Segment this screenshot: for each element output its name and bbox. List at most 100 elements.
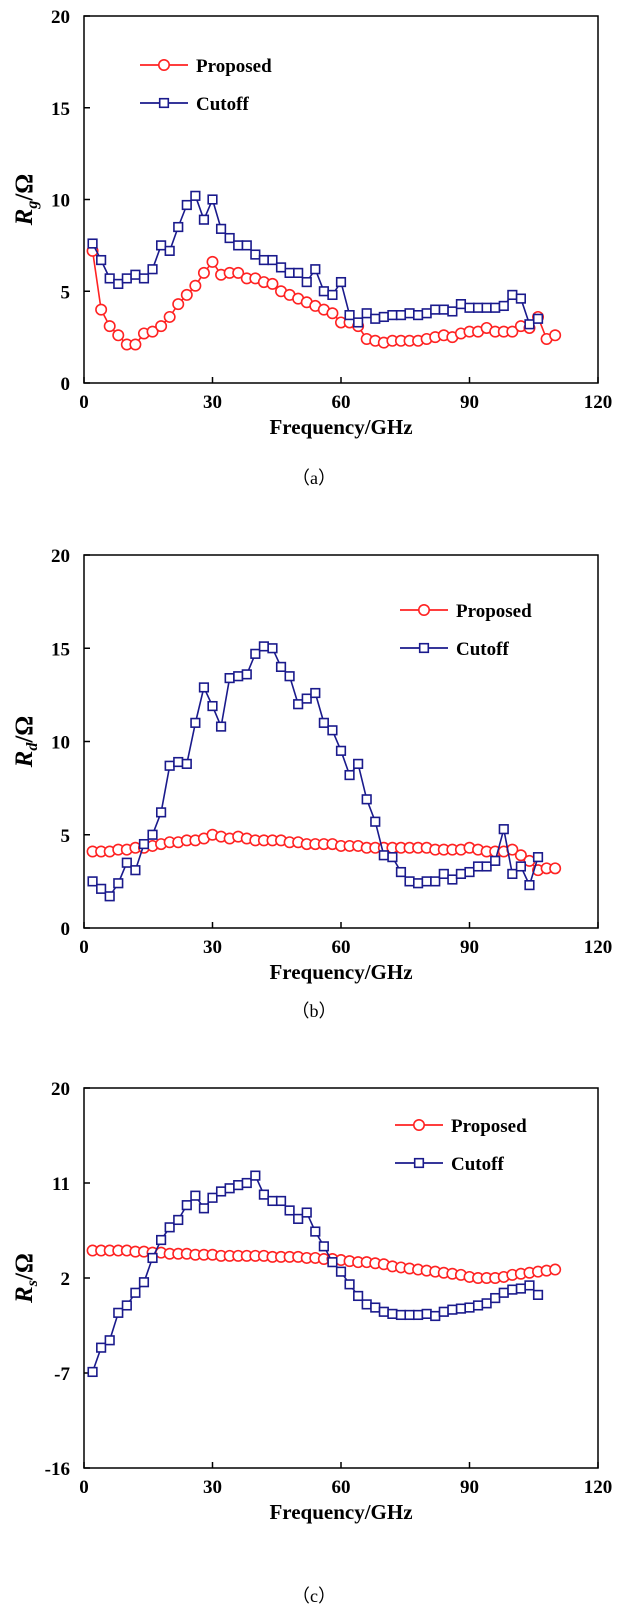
data-point-cutoff	[481, 1298, 492, 1309]
data-point-proposed	[549, 1263, 562, 1276]
y-axis-label-subscript: g	[24, 201, 41, 210]
data-point-cutoff	[181, 758, 192, 769]
data-point-cutoff	[318, 286, 329, 297]
legend-entry-proposed: Proposed	[395, 1116, 527, 1137]
data-point-cutoff	[395, 310, 407, 321]
data-point-cutoff	[447, 306, 458, 317]
y-axis-label-unit: /Ω	[11, 174, 38, 202]
x-tick-label: 120	[584, 937, 613, 958]
legend-entry-proposed: Proposed	[400, 601, 532, 622]
x-tick-label: 120	[584, 392, 613, 413]
x-axis-label: Frequency/GHz	[269, 415, 412, 439]
data-point-cutoff	[395, 1309, 407, 1321]
data-point-cutoff	[447, 1304, 458, 1315]
data-point-proposed	[172, 298, 185, 311]
data-point-cutoff	[455, 868, 467, 880]
data-point-cutoff	[515, 1283, 526, 1294]
data-point-cutoff	[532, 1289, 544, 1300]
figure-caption: （b）	[292, 1001, 337, 1021]
data-point-cutoff	[250, 648, 261, 659]
legend-marker	[417, 603, 430, 616]
y-tick-label: 10	[51, 733, 70, 754]
data-point-cutoff	[130, 1287, 141, 1298]
legend-marker	[418, 642, 430, 654]
series-cutoff	[87, 1170, 544, 1378]
data-point-cutoff	[455, 298, 467, 310]
y-tick-label: 15	[51, 99, 70, 120]
legend: Proposed Cutoff	[140, 56, 272, 115]
data-point-cutoff	[147, 1252, 158, 1264]
data-point-cutoff	[344, 310, 355, 321]
data-point-cutoff	[275, 1195, 287, 1207]
data-point-proposed	[206, 255, 219, 268]
data-point-cutoff	[404, 308, 415, 319]
data-point-cutoff	[310, 687, 321, 699]
x-tick-label: 0	[79, 1477, 89, 1498]
legend-label: Proposed	[456, 601, 532, 622]
data-point-cutoff	[353, 317, 364, 328]
y-tick-label: 20	[51, 7, 70, 28]
data-point-cutoff	[438, 868, 449, 880]
data-point-cutoff	[472, 1300, 484, 1311]
legend-entry-cutoff: Cutoff	[400, 639, 509, 660]
data-point-proposed	[326, 307, 339, 320]
data-point-cutoff	[455, 1303, 467, 1314]
y-axis-label-subscript: d	[24, 742, 41, 751]
data-point-cutoff	[498, 300, 509, 312]
data-point-cutoff	[181, 199, 192, 211]
data-point-cutoff	[515, 861, 526, 872]
data-point-cutoff	[130, 865, 141, 876]
x-axis-label: Frequency/GHz	[269, 960, 412, 984]
data-point-cutoff	[215, 223, 227, 234]
legend: Proposed Cutoff	[395, 1116, 527, 1175]
data-point-cutoff	[421, 1308, 432, 1319]
legend-label: Proposed	[451, 1116, 527, 1137]
data-point-proposed	[197, 266, 210, 279]
data-point-cutoff	[190, 190, 201, 201]
data-point-cutoff	[190, 1190, 201, 1201]
data-point-cutoff	[301, 693, 312, 704]
y-tick-label: 15	[51, 639, 70, 660]
y-axis-label-symbol: R	[11, 1286, 38, 1304]
data-point-cutoff	[421, 308, 432, 319]
data-point-cutoff	[524, 1280, 535, 1291]
data-point-cutoff	[104, 273, 115, 284]
y-tick-label: 20	[51, 546, 70, 567]
y-axis-label: Rd/Ω	[11, 716, 41, 769]
data-point-cutoff	[335, 1266, 347, 1277]
y-axis-label-unit: /Ω	[11, 716, 38, 744]
data-point-cutoff	[96, 1342, 107, 1353]
data-point-cutoff	[430, 1310, 441, 1322]
data-point-cutoff	[293, 699, 304, 710]
data-point-cutoff	[507, 289, 518, 301]
data-point-cutoff	[147, 829, 158, 840]
data-point-cutoff	[156, 807, 167, 818]
data-point-cutoff	[190, 717, 201, 728]
data-point-cutoff	[164, 1222, 175, 1233]
data-point-cutoff	[164, 760, 175, 771]
data-point-cutoff	[284, 671, 295, 682]
data-point-cutoff	[156, 1234, 167, 1246]
data-point-cutoff	[318, 1241, 329, 1252]
data-point-cutoff	[173, 221, 184, 233]
data-point-cutoff	[361, 1299, 372, 1310]
data-point-proposed	[180, 288, 193, 301]
x-tick-label: 30	[203, 937, 222, 958]
data-point-proposed	[155, 320, 168, 333]
series-proposed	[86, 244, 562, 351]
data-point-cutoff	[138, 1277, 150, 1288]
y-axis-label-unit: /Ω	[11, 1253, 38, 1281]
data-point-proposed	[129, 338, 142, 351]
legend-marker	[413, 1157, 425, 1169]
data-point-cutoff	[173, 1214, 184, 1226]
data-point-cutoff	[421, 876, 432, 887]
data-point-cutoff	[387, 310, 398, 321]
x-tick-label: 0	[79, 937, 89, 958]
data-point-cutoff	[233, 240, 244, 251]
data-point-cutoff	[412, 1309, 424, 1321]
data-point-proposed	[112, 329, 125, 342]
data-point-cutoff	[507, 868, 518, 880]
data-point-cutoff	[481, 302, 492, 313]
data-point-cutoff	[464, 866, 475, 878]
data-point-cutoff	[438, 1306, 449, 1317]
